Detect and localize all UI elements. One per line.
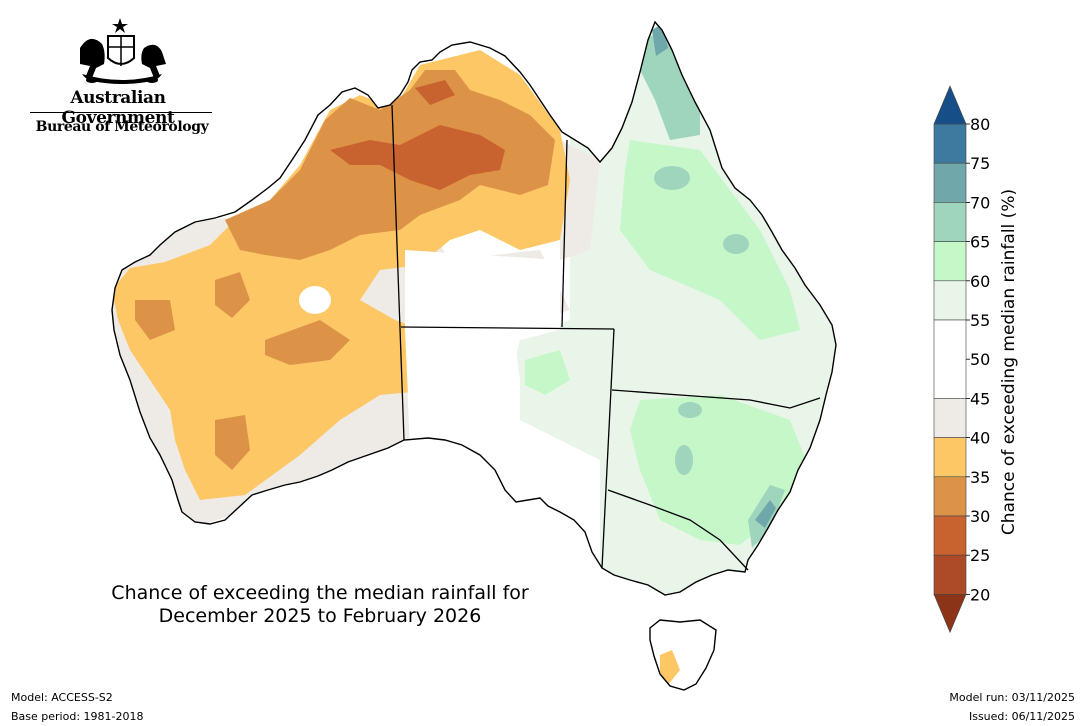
footer-right: Model run: 03/11/2025 Issued: 06/11/2025 — [949, 688, 1075, 726]
wordmark-divider — [30, 112, 212, 113]
coat-of-arms-logo — [80, 18, 166, 84]
map-title-line-2: December 2025 to February 2026 — [158, 605, 482, 627]
map-title-line-1: Chance of exceeding the median rainfall … — [111, 582, 529, 604]
government-wordmark: Australian Government — [61, 88, 175, 128]
agency-wordmark: Bureau of Meteorology — [35, 119, 209, 135]
legend-axis-label-text: Chance of exceeding median rainfall (%) — [999, 188, 1019, 536]
footer-left: Model: ACCESS-S2 Base period: 1981-2018 — [11, 688, 143, 726]
model-name: Model: ACCESS-S2 — [11, 691, 113, 704]
map-title: Chance of exceeding the median rainfall … — [60, 582, 580, 628]
issued-date: Issued: 06/11/2025 — [968, 710, 1075, 723]
base-period: Base period: 1981-2018 — [11, 710, 144, 723]
model-run-date: Model run: 03/11/2025 — [949, 691, 1075, 704]
